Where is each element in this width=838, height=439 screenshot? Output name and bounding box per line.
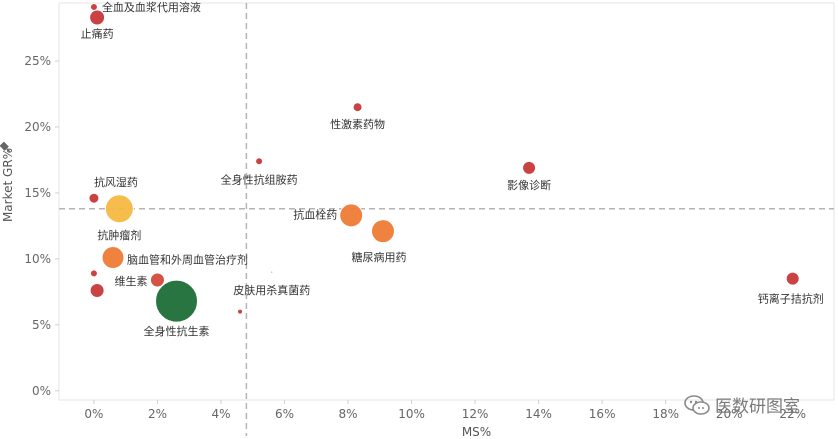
pin-icon-needle bbox=[6, 148, 11, 153]
data-point bbox=[89, 9, 106, 26]
data-point bbox=[339, 203, 364, 228]
point-label: 止痛药 bbox=[81, 27, 114, 41]
y-tick-label: 5% bbox=[32, 318, 51, 332]
x-axis-title: MS% bbox=[462, 425, 491, 439]
y-tick-label: 10% bbox=[24, 252, 51, 266]
y-tick-label: 0% bbox=[32, 384, 51, 398]
x-tick-label: 12% bbox=[462, 407, 489, 421]
x-tick-label: 14% bbox=[525, 407, 552, 421]
x-tick-label: 16% bbox=[589, 407, 616, 421]
data-point bbox=[255, 157, 264, 166]
point-label: 维生素 bbox=[114, 274, 147, 288]
point-label: 抗风湿药 bbox=[94, 175, 138, 189]
point-label: 抗肿瘤剂 bbox=[97, 228, 141, 242]
x-tick-label: 22% bbox=[779, 407, 806, 421]
data-point bbox=[785, 271, 800, 286]
point-label: 全身性抗生素 bbox=[144, 324, 210, 338]
watermark: 医数研图室 bbox=[683, 392, 800, 417]
point-label: 糖尿病用药 bbox=[351, 250, 406, 264]
point-label: 脑血管和外周血管治疗剂 bbox=[127, 253, 248, 267]
x-tick-label: 18% bbox=[652, 407, 679, 421]
x-tick-label: 6% bbox=[275, 407, 294, 421]
data-point bbox=[522, 160, 537, 175]
x-tick-label: 0% bbox=[84, 407, 103, 421]
point-label: 全血及血浆代用溶液 bbox=[102, 0, 201, 14]
data-point bbox=[89, 2, 98, 11]
x-tick-label: 20% bbox=[716, 407, 743, 421]
x-tick-label: 10% bbox=[398, 407, 425, 421]
y-tick-label: 15% bbox=[24, 186, 51, 200]
wechat-icon bbox=[684, 394, 710, 415]
data-point bbox=[89, 269, 98, 278]
x-tick-label: 2% bbox=[148, 407, 167, 421]
y-axis-title: Market GR% bbox=[1, 148, 15, 222]
watermark-text: 医数研图室 bbox=[715, 397, 800, 417]
data-point bbox=[352, 102, 363, 113]
point-label: 钙离子拮抗剂 bbox=[758, 292, 824, 306]
pin-icon-head bbox=[0, 141, 9, 151]
point-label: 全身性抗组胺药 bbox=[221, 172, 298, 186]
y-tick-label: 20% bbox=[24, 120, 51, 134]
point-label: 抗血栓药 bbox=[293, 207, 337, 221]
data-point bbox=[89, 283, 105, 299]
pin-icon bbox=[0, 141, 11, 153]
y-axis-title-group: Market GR% bbox=[1, 148, 15, 222]
data-point bbox=[155, 279, 199, 323]
data-point bbox=[237, 308, 244, 315]
data-point bbox=[88, 192, 100, 204]
point-label: 皮肤用杀真菌药 bbox=[233, 283, 310, 297]
point-label: 影像诊断 bbox=[507, 178, 551, 192]
data-point bbox=[149, 272, 165, 288]
data-point bbox=[101, 246, 125, 270]
x-tick-label: 4% bbox=[211, 407, 230, 421]
plot-frame bbox=[58, 2, 835, 401]
data-point bbox=[270, 270, 274, 274]
data-point bbox=[370, 219, 395, 244]
y-tick-label: 25% bbox=[24, 54, 51, 68]
data-point bbox=[104, 194, 134, 224]
point-label: 性激素药物 bbox=[330, 117, 385, 131]
x-tick-label: 8% bbox=[339, 407, 358, 421]
